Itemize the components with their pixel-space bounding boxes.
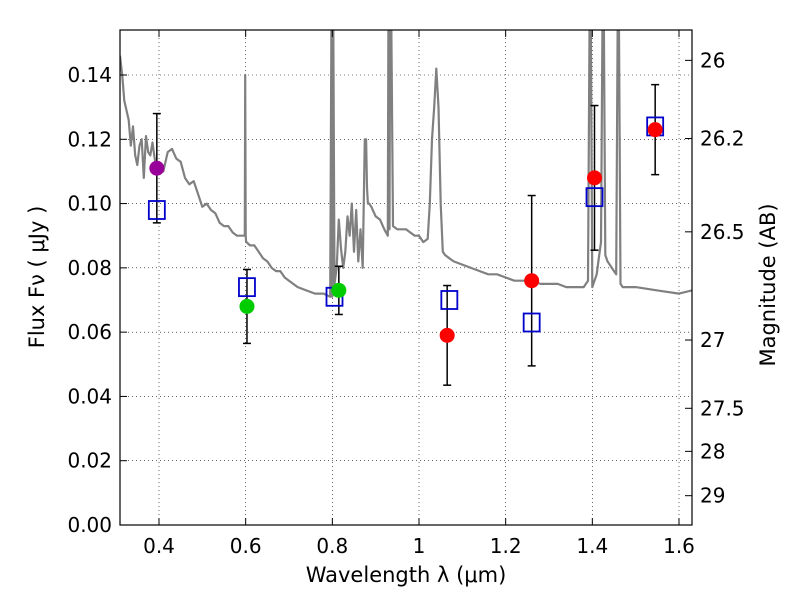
model-band-point xyxy=(585,187,604,208)
y2-tick-label: 27 xyxy=(700,328,725,352)
model-band-point xyxy=(238,277,256,298)
observed-point xyxy=(239,298,255,314)
y2-tick-label: 26.2 xyxy=(700,127,745,151)
y-axis-label: Flux Fν ( μJy ) xyxy=(25,206,49,349)
observed-point xyxy=(439,327,455,343)
y2-tick-label: 27.5 xyxy=(700,396,745,420)
model-photometry-markers xyxy=(147,116,665,333)
observed-point xyxy=(149,160,165,176)
x-tick-label: 1 xyxy=(413,534,426,558)
observed-point xyxy=(587,170,602,186)
x-tick-label: 1.4 xyxy=(576,534,608,558)
y-tick-label: 0.02 xyxy=(67,449,112,473)
model-band-point xyxy=(147,200,166,220)
axis-ticks: 0.4 0.6 0.8 1 1.2 1.4 1.6 0.00 0.02 0.04 0.06 0.08 0… xyxy=(67,30,745,558)
grid-lines xyxy=(120,30,692,526)
y-tick-label: 0.06 xyxy=(67,320,112,344)
error-bars xyxy=(152,83,660,386)
y2-tick-label: 29 xyxy=(700,484,725,508)
model-band-point xyxy=(522,312,541,333)
x-axis-label: Wavelength λ (μm) xyxy=(306,563,507,587)
observed-point xyxy=(647,122,663,138)
model-spectrum-layer xyxy=(120,30,692,298)
model-spectrum-line xyxy=(120,30,692,298)
x-tick-label: 0.8 xyxy=(316,534,348,558)
y-tick-label: 0.12 xyxy=(67,127,112,151)
x-tick-label: 1.6 xyxy=(663,534,695,558)
y2-axis-label: Magnitude (AB) xyxy=(756,203,780,366)
y2-tick-label: 28 xyxy=(700,439,725,463)
y-tick-label: 0.08 xyxy=(67,256,112,280)
x-tick-label: 0.6 xyxy=(230,534,262,558)
plot-frame xyxy=(119,29,693,526)
y-tick-label: 0.14 xyxy=(67,63,112,87)
observed-point xyxy=(524,273,540,289)
observed-point xyxy=(331,282,347,298)
y-tick-label: 0.10 xyxy=(67,192,112,216)
y-tick-label: 0.00 xyxy=(67,513,112,537)
x-tick-label: 1.2 xyxy=(490,534,522,558)
y2-tick-label: 26.5 xyxy=(700,220,745,244)
model-band-point xyxy=(440,290,459,310)
observed-photometry-markers xyxy=(149,122,663,343)
y-tick-label: 0.04 xyxy=(67,384,112,408)
y2-tick-label: 26 xyxy=(700,48,725,72)
x-tick-label: 0.4 xyxy=(143,534,175,558)
